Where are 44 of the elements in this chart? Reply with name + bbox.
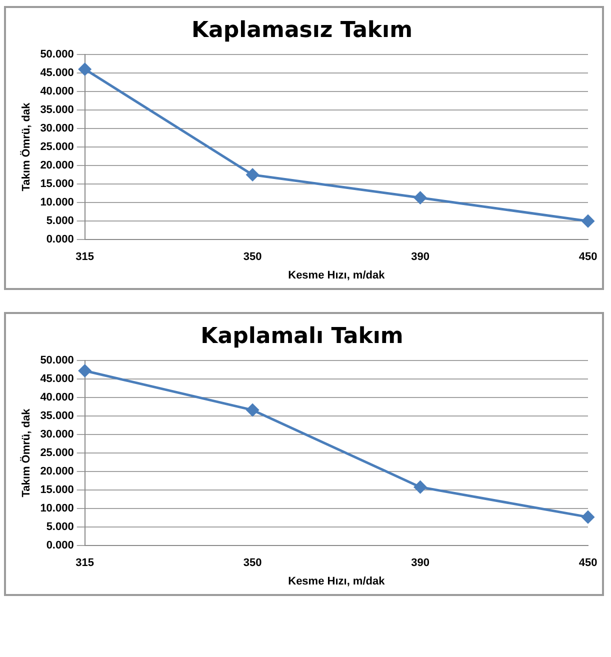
y-tick-label: 45.000 [40,372,74,385]
y-tick-label: 45.000 [40,66,74,79]
x-tick-label: 390 [411,251,430,264]
x-tick-label: 315 [76,251,94,264]
point [78,62,92,76]
y-tick-label: 10.000 [40,502,74,515]
point [582,214,594,228]
y-tick-label: 5.000 [46,215,74,228]
point [246,168,259,182]
y-tick-label: 50.000 [40,48,74,60]
y-tick-label: 0.000 [46,234,74,246]
y-axis-title: Takım Ömrü, dak [20,102,33,192]
x-tick-label: 350 [243,251,262,264]
point [414,480,427,494]
y-tick-label: 10.000 [40,196,74,209]
point [78,364,92,378]
y-tick-label: 25.000 [40,141,74,154]
x-tick-label: 350 [243,557,262,570]
x-tick-label: 390 [411,557,430,570]
x-axis-title: Kesme Hızı, m/dak [288,269,386,282]
y-tick-label: 40.000 [40,391,74,404]
y-tick-label: 20.000 [40,466,74,478]
x-tick-label: 450 [578,557,598,570]
x-axis-title: Kesme Hızı, m/dak [288,575,386,588]
y-tick-label: 40.000 [40,85,74,98]
chart-title: Kaplamasız Takım [191,18,413,43]
y-tick-label: 0.000 [46,540,74,552]
y-tick-label: 35.000 [40,104,74,116]
chart-title: Kaplamalı Takım [200,324,404,349]
point [246,404,259,416]
y-tick-label: 20.000 [40,160,74,172]
y-tick-label: 15.000 [40,484,74,496]
y-tick-label: 35.000 [40,410,74,422]
y-tick-label: 25.000 [40,447,74,460]
y-tick-label: 50.000 [40,354,74,366]
x-tick-label: 315 [76,557,94,570]
point [582,510,594,524]
y-tick-label: 30.000 [40,122,74,135]
point [414,191,427,204]
y-axis-title: Takım Ömrü, dak [20,408,33,498]
y-tick-label: 30.000 [40,428,74,441]
y-tick-label: 5.000 [46,521,74,534]
x-tick-label: 450 [578,251,598,264]
y-tick-label: 15.000 [40,178,74,190]
